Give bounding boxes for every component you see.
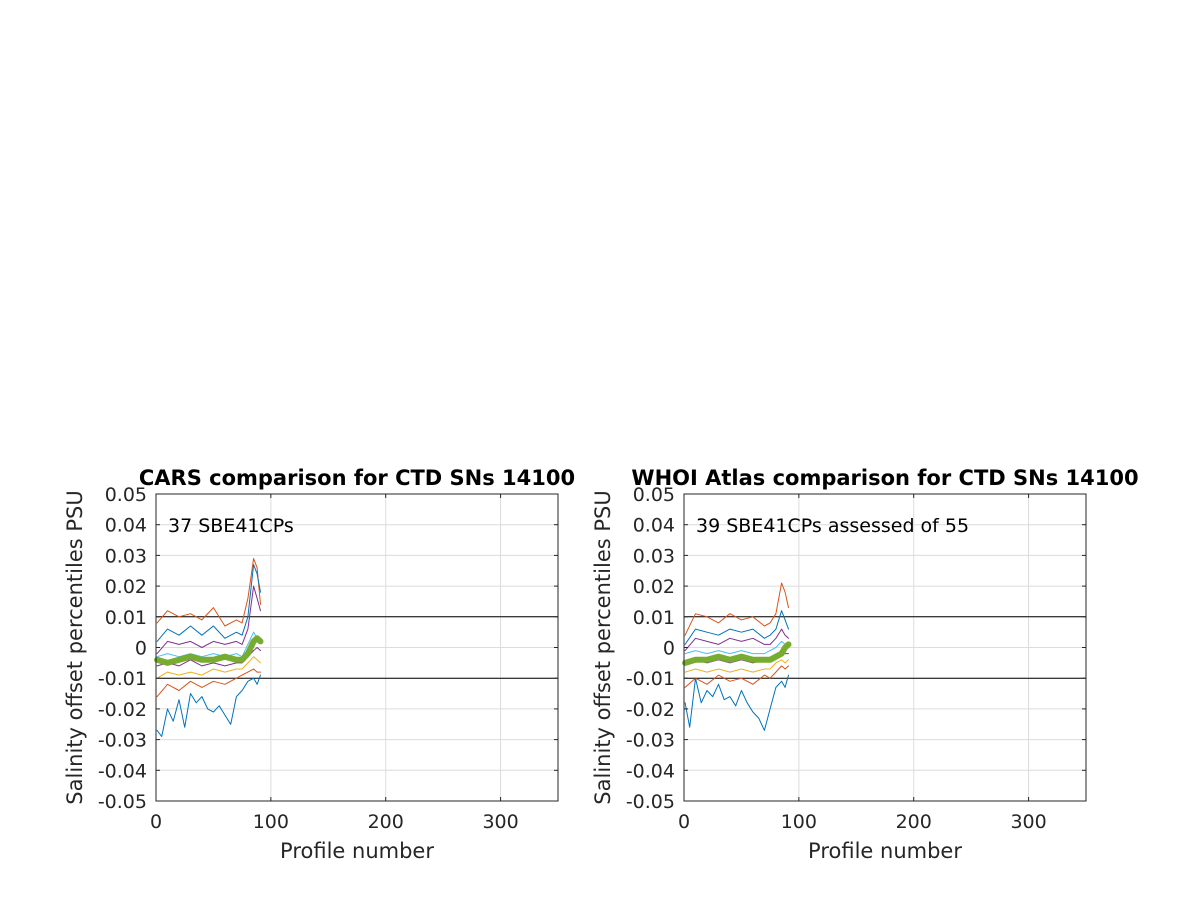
y-tick-label: 0.03 xyxy=(633,545,675,567)
percentile-series-line xyxy=(684,640,789,655)
chart-title: CARS comparison for CTD SNs 14100 xyxy=(139,466,575,490)
x-tick-label: 0 xyxy=(678,811,690,833)
y-tick-label: 0.03 xyxy=(105,545,147,567)
x-axis-label: Profile number xyxy=(280,839,434,863)
y-tick-label: 0.02 xyxy=(633,576,675,598)
y-tick-label: -0.02 xyxy=(98,699,147,721)
median-series-line xyxy=(682,641,792,666)
percentile-series-line xyxy=(156,585,261,655)
y-tick-label: -0.05 xyxy=(98,791,147,813)
percentile-series-line xyxy=(156,564,261,642)
y-tick-label: 0.05 xyxy=(633,484,675,506)
y-axis-label: Salinity offset percentiles PSU xyxy=(591,490,615,804)
y-tick-label: -0.04 xyxy=(98,760,147,782)
whoi-atlas-comparison-panel: 0 100 200 300 -0.05 -0.04 -0.03 -0.02 -0.01 0 0.0… xyxy=(591,466,1139,863)
x-tick-label: 300 xyxy=(1010,811,1046,833)
x-tick-label: 100 xyxy=(781,811,817,833)
x-tick-label: 100 xyxy=(253,811,289,833)
y-tick-label: 0.04 xyxy=(105,515,147,537)
percentile-series-line xyxy=(684,674,789,731)
y-tick-label: 0 xyxy=(663,638,675,660)
y-tick-label: 0.01 xyxy=(633,607,675,629)
percentile-series-line xyxy=(156,674,261,737)
percentile-series-line xyxy=(684,665,789,688)
float-count-annotation: 39 SBE41CPs assessed of 55 xyxy=(696,515,969,537)
y-tick-label: 0.01 xyxy=(105,607,147,629)
y-tick-label: 0.02 xyxy=(105,576,147,598)
median-series-line xyxy=(154,635,264,666)
y-tick-label: -0.05 xyxy=(626,791,675,813)
percentile-series-line xyxy=(156,647,261,667)
percentile-series-line xyxy=(684,628,789,652)
percentile-series-line xyxy=(156,668,261,698)
y-axis-label: Salinity offset percentiles PSU xyxy=(63,490,87,804)
y-tick-label: 0.05 xyxy=(105,484,147,506)
y-tick-label: 0.04 xyxy=(633,515,675,537)
y-tick-label: 0 xyxy=(135,638,147,660)
y-tick-label: -0.01 xyxy=(98,668,147,690)
x-tick-label: 300 xyxy=(482,811,518,833)
x-tick-label: 200 xyxy=(896,811,932,833)
x-tick-label: 0 xyxy=(150,811,162,833)
percentile-series-line xyxy=(684,659,789,673)
cars-comparison-panel: 0 100 200 300 -0.05 -0.04 -0.03 -0.02 -0.01 0 0.0… xyxy=(63,466,575,863)
float-count-annotation: 37 SBE41CPs xyxy=(168,515,294,537)
x-axis-label: Profile number xyxy=(808,839,962,863)
y-tick-label: -0.03 xyxy=(626,730,675,752)
chart-title: WHOI Atlas comparison for CTD SNs 14100 xyxy=(631,466,1138,490)
y-tick-label: -0.02 xyxy=(626,699,675,721)
y-tick-label: -0.04 xyxy=(626,760,675,782)
percentile-series-line xyxy=(684,610,789,645)
percentile-series-line xyxy=(156,558,261,627)
percentile-series-line xyxy=(156,656,261,679)
y-tick-label: -0.01 xyxy=(626,668,675,690)
y-tick-label: -0.03 xyxy=(98,730,147,752)
x-tick-label: 200 xyxy=(368,811,404,833)
percentile-series-line xyxy=(684,582,789,636)
